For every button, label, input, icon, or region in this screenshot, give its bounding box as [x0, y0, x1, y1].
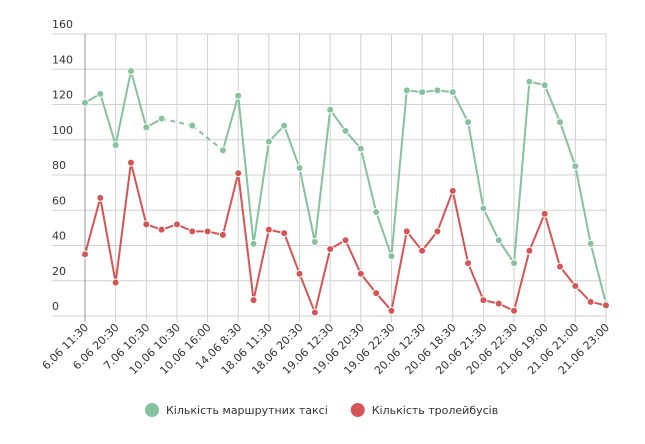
- data-point: [234, 169, 243, 178]
- data-point: [402, 227, 411, 236]
- data-point: [464, 259, 473, 268]
- data-point: [372, 289, 381, 298]
- y-tick-label: 20: [52, 265, 66, 278]
- data-point: [295, 163, 304, 172]
- y-tick-label: 120: [52, 89, 73, 102]
- data-point: [234, 91, 243, 100]
- data-point: [249, 239, 258, 248]
- data-point: [356, 144, 365, 153]
- data-point: [310, 237, 319, 246]
- data-point: [402, 86, 411, 95]
- y-tick-label: 140: [52, 53, 73, 66]
- data-point: [525, 246, 534, 255]
- data-point: [387, 252, 396, 261]
- data-point: [310, 308, 319, 317]
- legend-marker: [145, 403, 159, 417]
- data-point: [142, 220, 151, 229]
- data-point: [218, 230, 227, 239]
- y-tick-label: 160: [52, 18, 73, 31]
- data-point: [280, 229, 289, 238]
- data-point: [172, 220, 181, 229]
- data-point: [126, 158, 135, 167]
- data-point: [280, 121, 289, 130]
- data-point: [326, 245, 335, 254]
- data-point: [494, 299, 503, 308]
- data-point: [81, 250, 89, 259]
- data-point: [203, 227, 212, 236]
- data-point: [218, 146, 227, 155]
- data-point: [264, 225, 273, 234]
- gap-bridge: [191, 124, 224, 152]
- data-point: [126, 67, 135, 76]
- data-point: [295, 269, 304, 278]
- data-point: [494, 236, 503, 245]
- data-point: [157, 114, 166, 123]
- data-point: [540, 81, 549, 90]
- legend-label: Кількість маршрутних таксі: [166, 404, 328, 417]
- data-point: [188, 121, 197, 130]
- data-point: [96, 193, 105, 202]
- legend-label: Кількість тролейбусів: [372, 404, 498, 417]
- data-point: [96, 89, 105, 98]
- y-tick-label: 40: [52, 230, 66, 243]
- data-point: [418, 88, 427, 97]
- data-point: [81, 98, 89, 107]
- data-point: [525, 77, 534, 86]
- data-point: [510, 306, 519, 315]
- data-point: [510, 259, 519, 268]
- data-point: [372, 208, 381, 217]
- data-point: [188, 227, 197, 236]
- data-point: [540, 209, 549, 218]
- data-point: [249, 296, 258, 305]
- data-point: [602, 301, 610, 310]
- data-point: [586, 297, 595, 306]
- data-point: [157, 225, 166, 234]
- data-point: [448, 186, 457, 195]
- data-point: [556, 118, 565, 127]
- legend-marker: [350, 403, 365, 417]
- data-point: [142, 123, 151, 132]
- data-point: [111, 278, 120, 287]
- data-point: [356, 269, 365, 278]
- y-tick-label: 80: [52, 159, 66, 172]
- data-point: [586, 239, 595, 248]
- data-point: [571, 162, 580, 171]
- y-tick-label: 0: [52, 300, 59, 313]
- data-point: [448, 88, 457, 97]
- data-point: [556, 262, 565, 271]
- data-point: [479, 296, 488, 305]
- series-line: [84, 70, 163, 146]
- series-line: [221, 80, 607, 304]
- data-point: [341, 126, 350, 135]
- data-point: [264, 137, 273, 146]
- data-point: [479, 204, 488, 213]
- data-point: [418, 246, 427, 255]
- y-tick-label: 100: [52, 124, 73, 137]
- data-point: [387, 306, 396, 315]
- data-point: [111, 141, 120, 150]
- data-point: [571, 282, 580, 291]
- data-point: [341, 236, 350, 245]
- data-point: [326, 105, 335, 114]
- data-point: [433, 86, 442, 95]
- data-point: [433, 227, 442, 236]
- data-point: [464, 118, 473, 127]
- y-tick-label: 60: [52, 194, 66, 207]
